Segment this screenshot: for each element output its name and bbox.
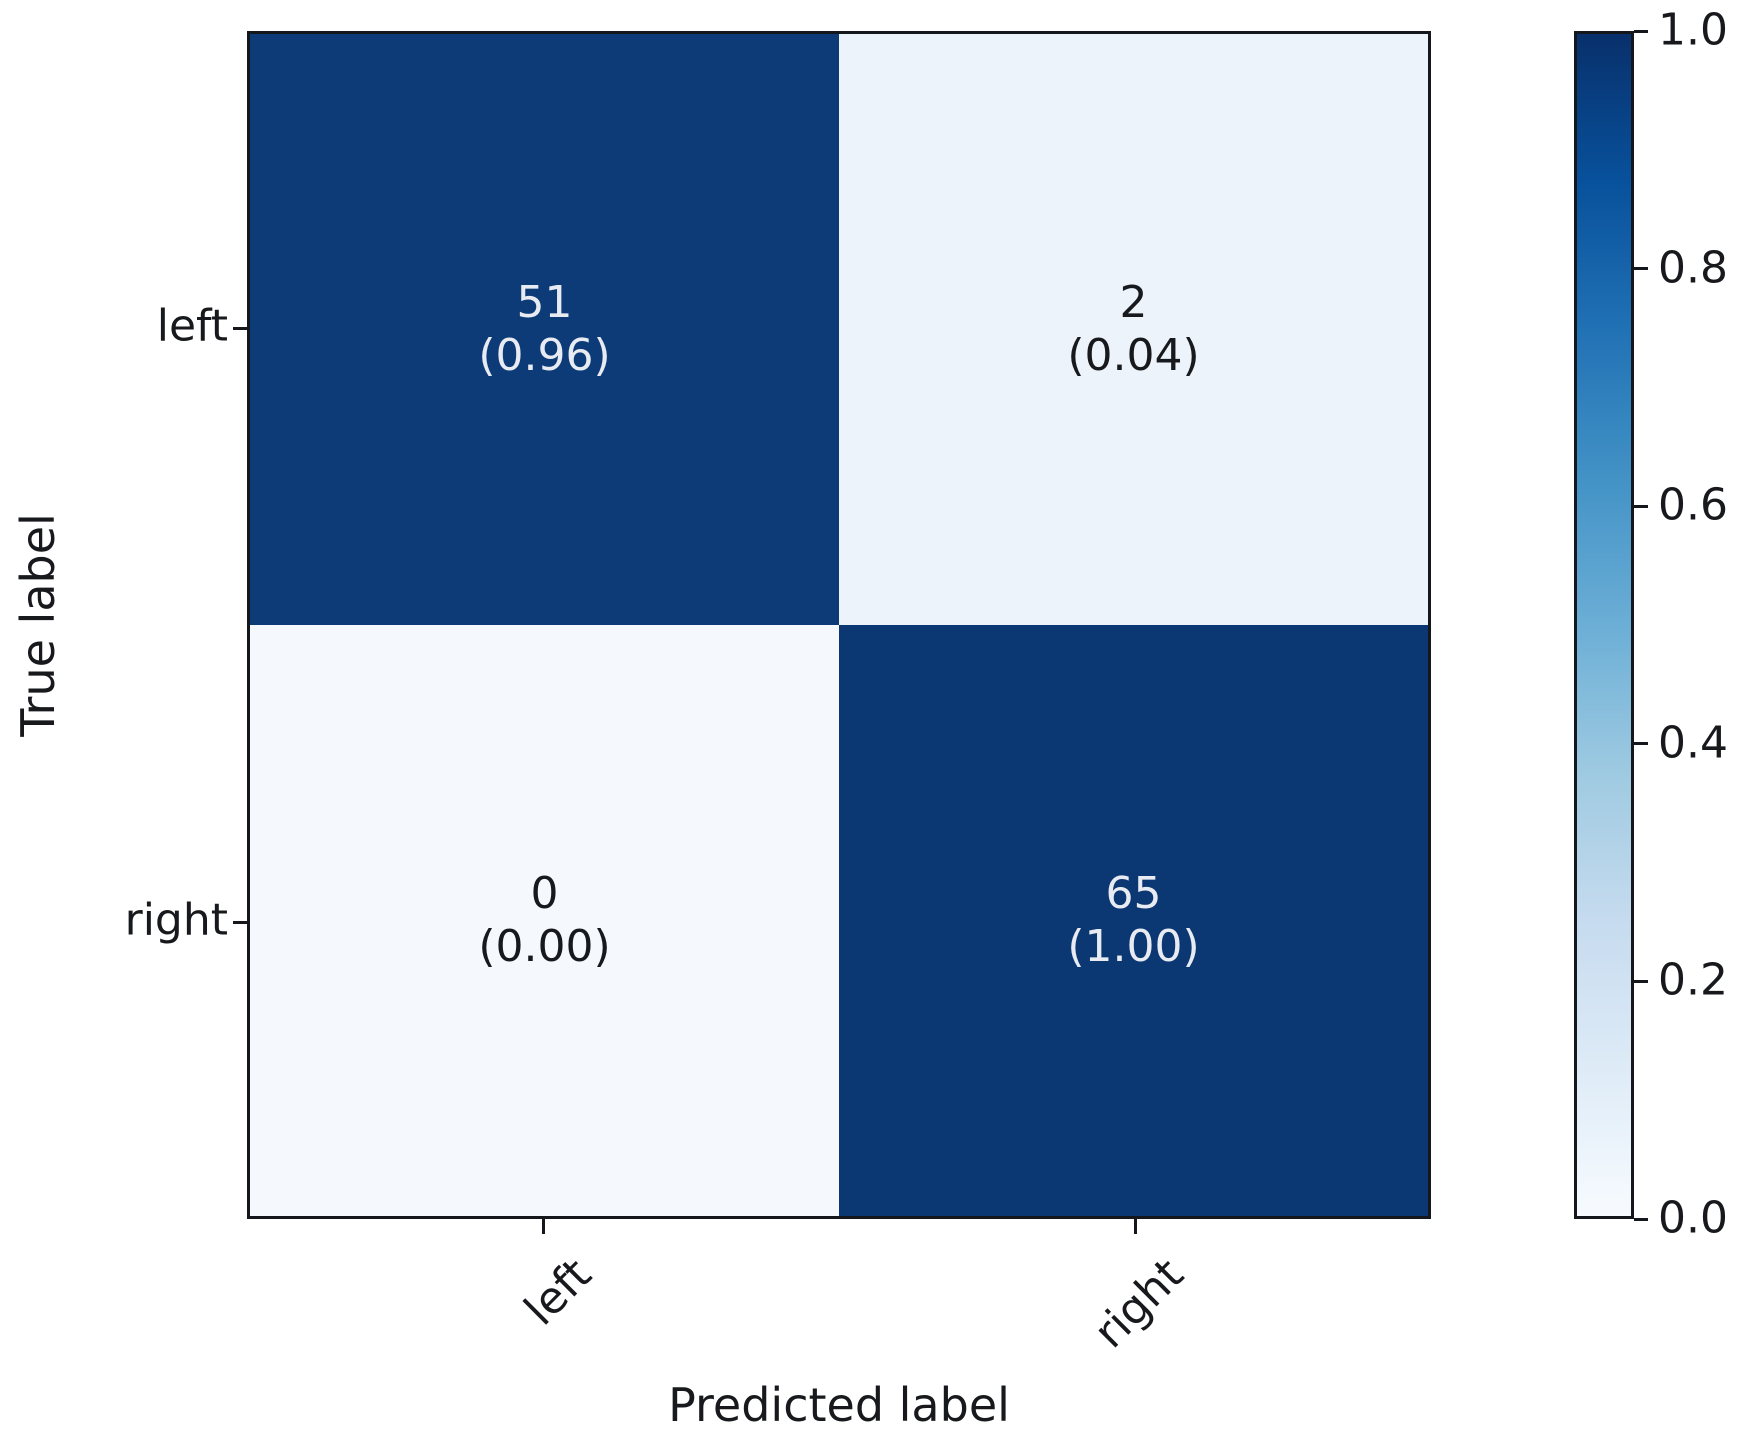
heatmap-cell-right-left: 0 (0.00) — [250, 625, 839, 1216]
y-tick-mark — [233, 326, 247, 330]
cell-fraction: (0.00) — [478, 920, 611, 972]
colorbar-tick-label-0.4: 0.4 — [1658, 717, 1728, 769]
heatmap-cell-left-left: 51 (0.96) — [250, 34, 839, 625]
colorbar — [1574, 31, 1634, 1219]
cell-count: 2 — [1119, 276, 1148, 328]
y-tick-mark — [233, 920, 247, 924]
cell-fraction: (0.96) — [478, 329, 611, 381]
x-tick-label-left: left — [514, 1249, 602, 1336]
colorbar-tick-mark — [1634, 979, 1648, 983]
heatmap-plot-area: 51 (0.96) 2 (0.04) 0 (0.00) 65 (1.00) — [247, 31, 1431, 1219]
colorbar-tick-label-1.0: 1.0 — [1658, 4, 1728, 56]
colorbar-tick-label-0.0: 0.0 — [1658, 1192, 1728, 1244]
y-tick-label-right: right — [124, 894, 228, 946]
colorbar-tick-mark — [1634, 742, 1648, 746]
y-axis-title: True label — [11, 513, 65, 737]
colorbar-tick-label-0.2: 0.2 — [1658, 954, 1728, 1006]
colorbar-tick-mark — [1634, 29, 1648, 33]
cell-fraction: (1.00) — [1067, 920, 1200, 972]
x-axis-title: Predicted label — [668, 1378, 1010, 1432]
colorbar-tick-label-0.6: 0.6 — [1658, 479, 1728, 531]
colorbar-tick-label-0.8: 0.8 — [1658, 242, 1728, 294]
heatmap-cell-left-right: 2 (0.04) — [839, 34, 1428, 625]
y-tick-label-left: left — [156, 300, 228, 352]
cell-count: 51 — [516, 276, 573, 328]
cell-count: 0 — [530, 867, 559, 919]
colorbar-tick-mark — [1634, 504, 1648, 508]
cell-count: 65 — [1105, 867, 1162, 919]
x-tick-mark — [1133, 1219, 1137, 1234]
colorbar-tick-mark — [1634, 1217, 1648, 1221]
x-tick-mark — [541, 1219, 545, 1234]
cell-fraction: (0.04) — [1067, 329, 1200, 381]
x-tick-label-right: right — [1083, 1249, 1194, 1359]
heatmap-cell-right-right: 65 (1.00) — [839, 625, 1428, 1216]
colorbar-tick-mark — [1634, 267, 1648, 271]
